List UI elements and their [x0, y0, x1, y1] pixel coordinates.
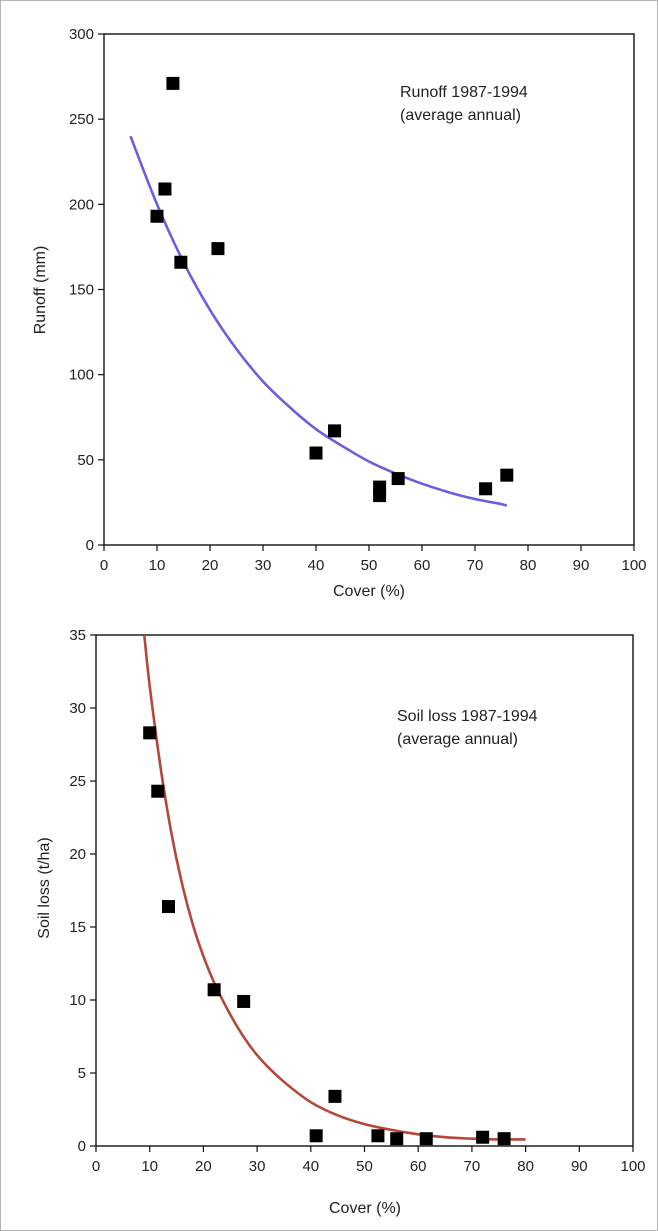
- data-point: [174, 255, 188, 269]
- x-tick-label: 80: [520, 557, 537, 574]
- x-tick-label: 20: [195, 1158, 212, 1175]
- trend-curve: [129, 135, 508, 508]
- runoff-chart: 0 10 20 30 40 50 60 70 80 90 100 0 50 100 150 200 250 30…: [32, 26, 647, 600]
- x-tick-label: 60: [410, 1158, 427, 1175]
- x-tick-label: 70: [464, 1158, 481, 1175]
- annotation-line-1: Runoff 1987-1994: [400, 84, 528, 101]
- x-tick-label: 30: [249, 1158, 266, 1175]
- y-tick-label: 30: [69, 700, 86, 717]
- x-tick-label: 30: [255, 557, 272, 574]
- y-tick-label: 35: [69, 627, 86, 644]
- data-point: [158, 182, 172, 196]
- x-axis: 0 10 20 30 40 50 60 70 80 90 100: [100, 545, 647, 574]
- data-point: [309, 446, 323, 460]
- y-tick-label: 50: [77, 452, 94, 469]
- y-tick-label: 150: [69, 282, 94, 299]
- trend-curve: [143, 634, 526, 1141]
- data-point: [371, 1129, 385, 1143]
- data-points: [143, 726, 511, 1146]
- plot-area: [95, 634, 634, 1147]
- x-tick-label: 100: [620, 1158, 645, 1175]
- y-tick-label: 5: [78, 1065, 86, 1082]
- y-axis: 0 50 100 150 200 250 300: [69, 26, 104, 554]
- y-axis-label: Soil loss (t/ha): [36, 837, 53, 938]
- x-tick-label: 10: [149, 557, 166, 574]
- data-point: [328, 424, 342, 438]
- data-point: [166, 76, 180, 90]
- x-tick-label: 50: [361, 557, 378, 574]
- data-point: [497, 1132, 511, 1146]
- y-axis-label: Runoff (mm): [32, 246, 49, 335]
- soil-loss-chart: 0 10 20 30 40 50 60 70 80 90 100 0 5 10 15 20 25 30 35 So…: [36, 627, 646, 1217]
- x-tick-label: 0: [92, 1158, 100, 1175]
- data-points: [150, 76, 514, 503]
- y-tick-label: 15: [69, 919, 86, 936]
- y-tick-label: 200: [69, 196, 94, 213]
- x-tick-label: 0: [100, 557, 108, 574]
- x-axis-label: Cover (%): [329, 1200, 401, 1217]
- x-tick-label: 100: [621, 557, 646, 574]
- y-tick-label: 250: [69, 111, 94, 128]
- data-point: [476, 1130, 490, 1144]
- x-tick-label: 50: [356, 1158, 373, 1175]
- y-axis: 0 5 10 15 20 25 30 35: [69, 627, 96, 1155]
- y-tick-label: 25: [69, 773, 86, 790]
- x-axis: 0 10 20 30 40 50 60 70 80 90 100: [92, 1146, 646, 1175]
- x-tick-label: 60: [414, 557, 431, 574]
- x-tick-label: 20: [202, 557, 219, 574]
- annotation-line-2: (average annual): [400, 107, 521, 124]
- y-tick-label: 0: [78, 1138, 86, 1155]
- data-point: [328, 1089, 342, 1103]
- data-point: [373, 480, 387, 494]
- y-tick-label: 300: [69, 26, 94, 43]
- data-point: [237, 994, 251, 1008]
- data-point: [391, 472, 405, 486]
- data-point: [309, 1129, 323, 1143]
- x-tick-label: 40: [302, 1158, 319, 1175]
- annotation-line-1: Soil loss 1987-1994: [397, 708, 538, 725]
- y-tick-label: 100: [69, 367, 94, 384]
- x-axis-label: Cover (%): [333, 583, 405, 600]
- data-point: [161, 900, 175, 914]
- annotation-line-2: (average annual): [397, 731, 518, 748]
- data-point: [143, 726, 157, 740]
- x-tick-label: 80: [517, 1158, 534, 1175]
- y-tick-label: 0: [86, 537, 94, 554]
- data-point: [150, 209, 164, 223]
- x-tick-label: 40: [308, 557, 325, 574]
- data-point: [211, 242, 225, 256]
- plot-area: [103, 33, 635, 546]
- data-point: [479, 482, 493, 496]
- x-tick-label: 90: [571, 1158, 588, 1175]
- data-point: [500, 468, 514, 482]
- data-point: [390, 1132, 404, 1146]
- y-tick-label: 10: [69, 992, 86, 1009]
- data-point: [151, 784, 165, 798]
- x-tick-label: 10: [141, 1158, 158, 1175]
- data-point: [207, 983, 221, 997]
- data-point: [419, 1132, 433, 1146]
- x-tick-label: 70: [467, 557, 484, 574]
- y-tick-label: 20: [69, 846, 86, 863]
- x-tick-label: 90: [573, 557, 590, 574]
